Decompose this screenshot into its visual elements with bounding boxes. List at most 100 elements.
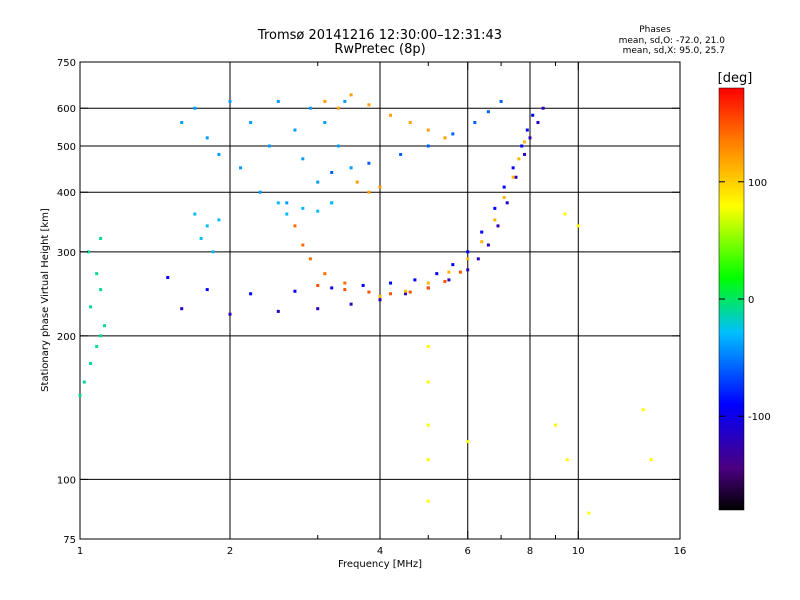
data-point xyxy=(523,152,527,156)
data-point xyxy=(86,250,90,254)
data-point xyxy=(276,201,280,205)
data-point xyxy=(308,106,312,110)
data-point xyxy=(426,281,430,285)
data-point xyxy=(323,272,327,276)
data-point xyxy=(493,218,497,222)
data-point xyxy=(258,190,262,194)
data-point xyxy=(323,99,327,103)
y-tick-label: 200 xyxy=(57,332,76,343)
data-point xyxy=(95,272,99,276)
data-point xyxy=(520,144,524,148)
data-point xyxy=(349,93,353,97)
data-point xyxy=(343,281,347,285)
y-tick-label: 100 xyxy=(57,475,76,486)
colorbar: [deg] 100 0 -100 xyxy=(718,71,771,511)
data-point xyxy=(193,212,197,216)
data-point xyxy=(330,201,334,205)
data-point xyxy=(355,180,359,184)
data-point xyxy=(649,458,653,462)
chart-title: Tromsø 20141216 12:30:00–12:31:43 xyxy=(257,28,502,43)
data-point xyxy=(505,201,509,205)
data-point xyxy=(367,161,371,165)
data-point xyxy=(641,408,645,412)
data-point xyxy=(99,288,103,292)
data-point xyxy=(217,218,221,222)
data-point xyxy=(466,250,470,254)
data-point xyxy=(502,195,506,199)
data-point xyxy=(413,278,417,282)
data-point xyxy=(336,144,340,148)
data-point xyxy=(389,292,393,296)
x-tick-label: 6 xyxy=(465,546,471,557)
colorbar-ticks: 100 0 -100 xyxy=(719,178,771,423)
x-tick-label: 2 xyxy=(227,546,233,557)
data-point xyxy=(480,240,484,244)
data-point xyxy=(525,128,529,132)
data-point xyxy=(531,113,535,117)
data-point xyxy=(316,209,320,213)
data-point xyxy=(403,292,407,296)
data-point xyxy=(349,166,353,170)
data-point xyxy=(301,243,305,247)
data-point xyxy=(426,458,430,462)
y-tick-label: 400 xyxy=(57,188,76,199)
data-point xyxy=(293,128,297,132)
data-point xyxy=(367,190,371,194)
stats-heading: Phases xyxy=(639,25,671,35)
data-point xyxy=(451,263,455,267)
data-point xyxy=(403,289,407,293)
data-point xyxy=(361,283,365,287)
data-point xyxy=(480,230,484,234)
y-axis-ticks: 75 100 200 300 400 500 600 750 xyxy=(57,58,680,546)
data-point xyxy=(408,290,412,294)
data-point xyxy=(511,175,515,179)
data-point xyxy=(447,278,451,282)
data-point xyxy=(426,286,430,290)
data-point xyxy=(367,290,371,294)
data-point xyxy=(89,305,93,309)
data-point xyxy=(496,224,500,228)
data-point xyxy=(447,270,451,274)
data-point xyxy=(378,185,382,189)
data-point xyxy=(426,499,430,503)
data-point xyxy=(330,286,334,290)
colorbar-tick-label: 0 xyxy=(748,295,754,306)
data-point xyxy=(514,175,518,179)
data-point xyxy=(523,140,527,144)
data-point xyxy=(443,136,447,140)
data-point xyxy=(565,458,569,462)
data-point xyxy=(435,272,439,276)
data-point xyxy=(166,276,170,280)
data-point xyxy=(99,236,103,240)
data-point xyxy=(458,270,462,274)
data-point xyxy=(95,344,99,348)
data-point xyxy=(511,166,515,170)
data-point xyxy=(249,292,253,296)
x-tick-label: 10 xyxy=(572,546,585,557)
stats-o-mode: mean, sd,O: -72.0, 21.0 xyxy=(619,36,726,46)
data-point xyxy=(103,324,107,328)
y-axis-label: Stationary phase Virtual Height [km] xyxy=(40,208,51,392)
x-tick-label: 4 xyxy=(377,546,383,557)
data-point xyxy=(349,302,353,306)
data-point xyxy=(180,121,184,125)
data-point xyxy=(89,361,93,365)
data-point xyxy=(301,206,305,210)
data-point xyxy=(308,257,312,261)
data-point xyxy=(536,121,540,125)
stats-x-mode: mean, sd,X: 95.0, 25.7 xyxy=(623,46,725,56)
data-point xyxy=(293,224,297,228)
data-point xyxy=(389,281,393,285)
data-points xyxy=(78,93,653,515)
colorbar-tick-label: 100 xyxy=(748,178,767,189)
data-point xyxy=(502,185,506,189)
x-axis-ticks: 1 2 4 6 8 10 16 xyxy=(77,62,686,557)
data-point xyxy=(528,136,532,140)
data-point xyxy=(336,106,340,110)
data-point xyxy=(205,288,209,292)
data-point xyxy=(426,344,430,348)
colorbar-tick-label: -100 xyxy=(748,412,771,423)
data-point xyxy=(343,288,347,292)
data-point xyxy=(408,121,412,125)
